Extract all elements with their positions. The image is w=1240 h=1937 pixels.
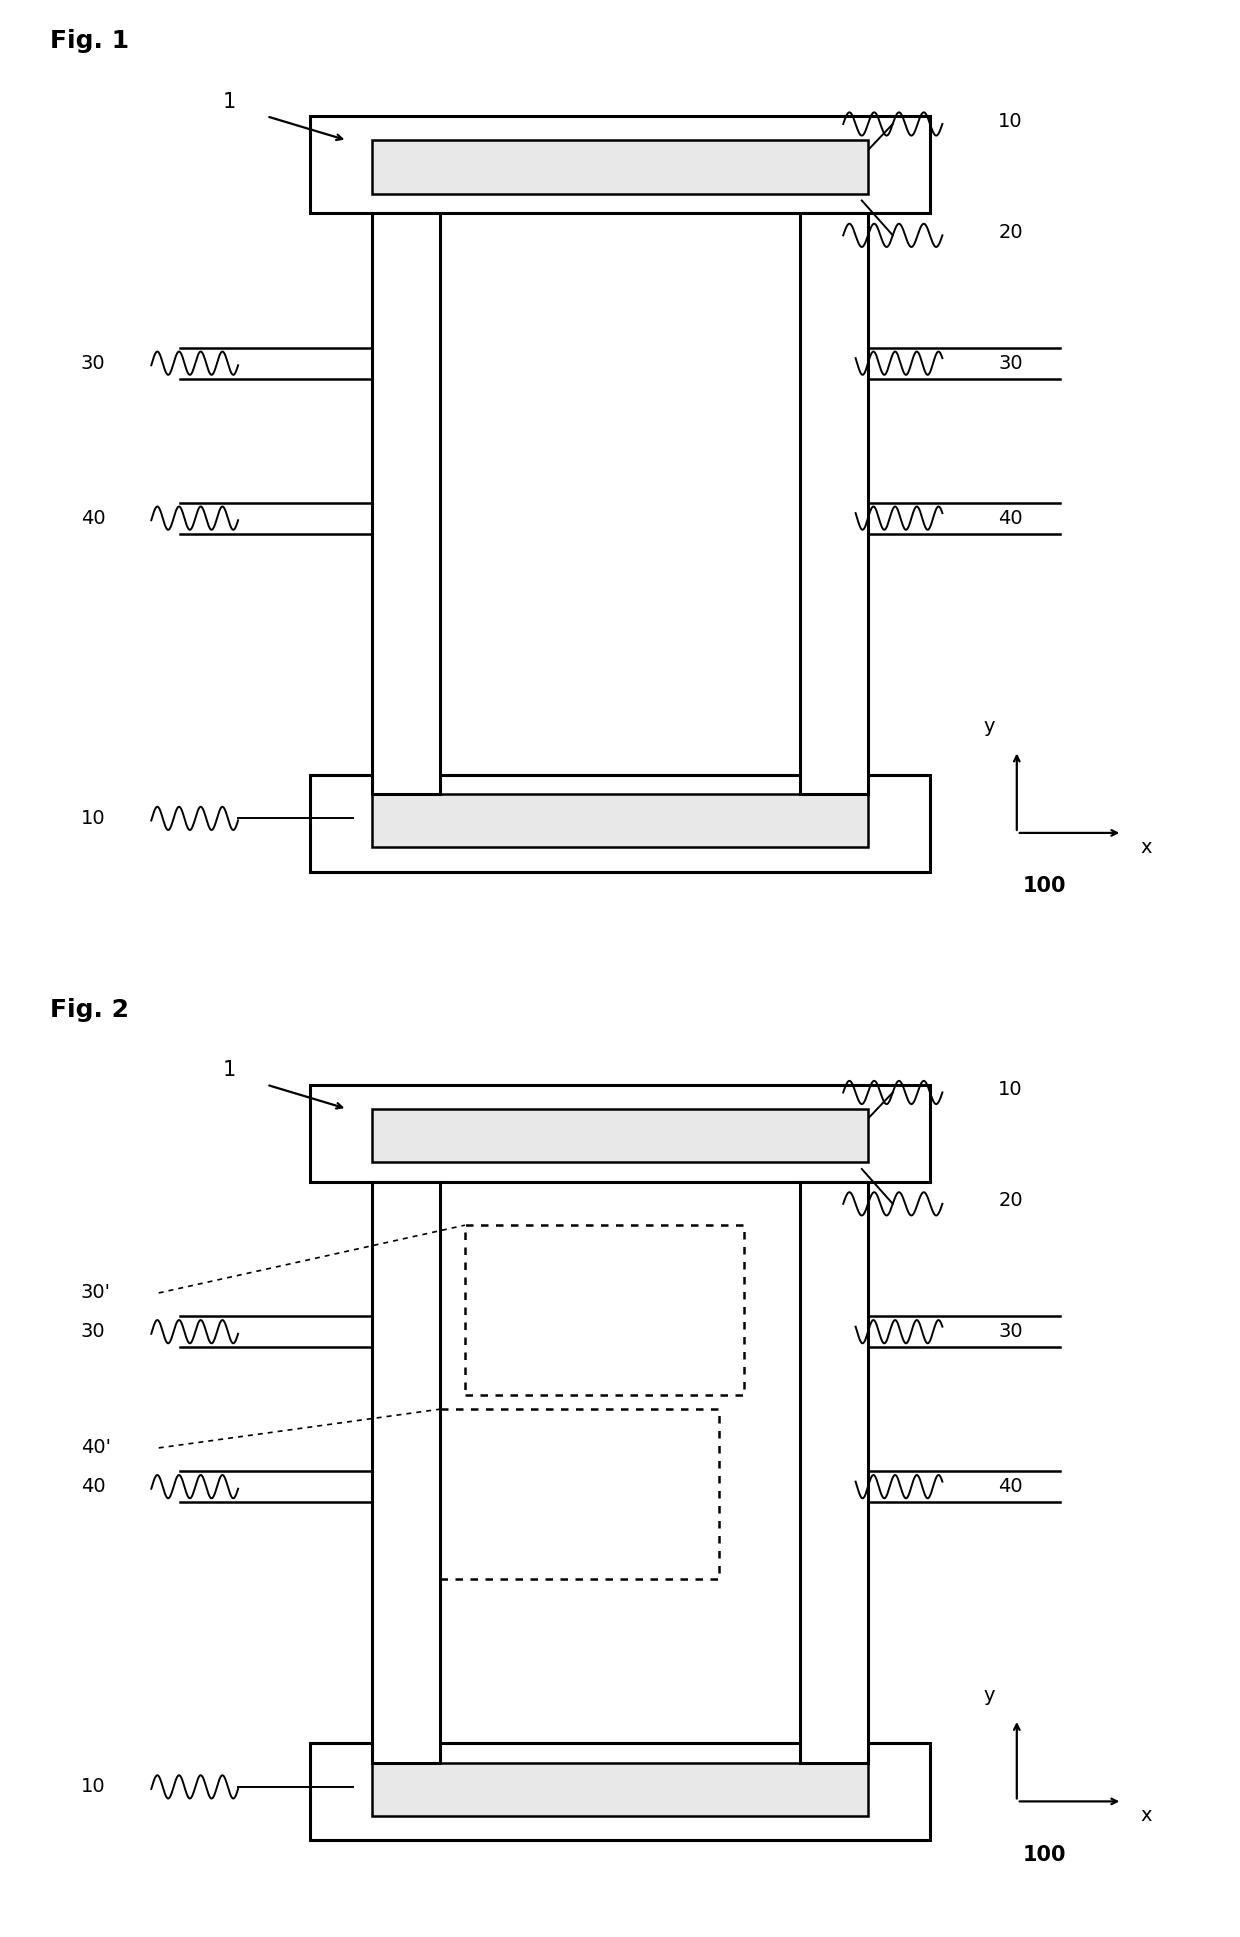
Text: 40: 40: [81, 509, 105, 527]
Text: 10: 10: [81, 1778, 105, 1796]
Text: y: y: [983, 1685, 996, 1705]
Bar: [372, 1108, 868, 1162]
Text: 100: 100: [1023, 876, 1066, 897]
Bar: [440, 1410, 719, 1579]
Text: Fig. 2: Fig. 2: [50, 998, 129, 1021]
Bar: [310, 775, 930, 872]
Text: 20: 20: [998, 1191, 1023, 1211]
Text: x: x: [1141, 1805, 1152, 1825]
Bar: [372, 794, 868, 848]
Bar: [310, 1743, 930, 1840]
Text: 1: 1: [223, 1060, 236, 1081]
Bar: [372, 1763, 868, 1817]
Text: 1: 1: [223, 91, 236, 112]
Text: 40': 40': [81, 1439, 110, 1457]
Text: 10: 10: [998, 112, 1023, 130]
Text: x: x: [1141, 837, 1152, 856]
Text: 30: 30: [998, 354, 1023, 372]
Text: 20: 20: [998, 223, 1023, 242]
Text: 30: 30: [998, 1323, 1023, 1340]
Bar: [310, 116, 930, 213]
Text: y: y: [983, 717, 996, 736]
Text: 10: 10: [998, 1081, 1023, 1098]
Text: 30: 30: [81, 354, 105, 372]
Bar: [372, 213, 440, 794]
Bar: [800, 213, 868, 794]
Text: 40: 40: [998, 509, 1023, 527]
Text: 40: 40: [998, 1478, 1023, 1495]
Bar: [465, 1224, 744, 1395]
Bar: [372, 139, 868, 194]
Text: 40: 40: [81, 1478, 105, 1495]
Text: 30: 30: [81, 1323, 105, 1340]
Text: 30': 30': [81, 1284, 110, 1302]
Bar: [310, 1085, 930, 1182]
Text: 10: 10: [81, 810, 105, 827]
Text: 100: 100: [1023, 1844, 1066, 1865]
Text: Fig. 1: Fig. 1: [50, 29, 129, 52]
Bar: [372, 1182, 440, 1763]
Bar: [800, 1182, 868, 1763]
